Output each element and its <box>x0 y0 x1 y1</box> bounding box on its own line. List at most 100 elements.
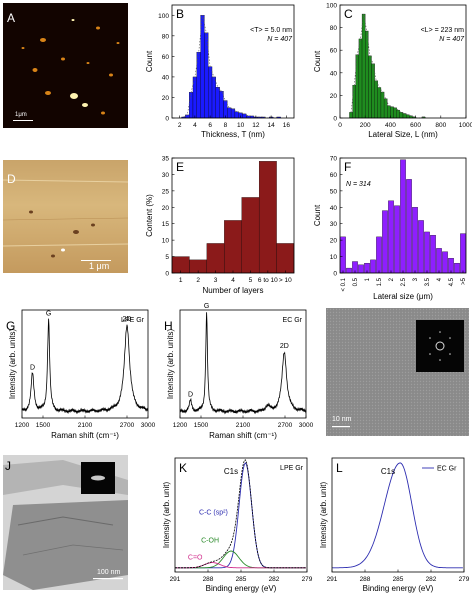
x-tick-label: 279 <box>302 576 313 583</box>
y-tick-label: 60 <box>330 172 338 179</box>
y-tick-label: 70 <box>330 156 338 163</box>
tem-image-j: J 100 nm <box>3 455 128 590</box>
x-tick-label: 1500 <box>194 422 209 429</box>
x-tick-label: 0 <box>338 122 342 129</box>
histogram-bar <box>230 108 236 119</box>
y-tick-label: 10 <box>162 238 170 245</box>
peak-label: G <box>46 311 51 318</box>
y-tick-label: 15 <box>162 221 170 228</box>
histogram-bar <box>234 111 239 119</box>
panel-label: H <box>164 319 173 333</box>
x-tick-label: 1000 <box>459 122 472 129</box>
category-bar <box>394 205 400 274</box>
histogram-bar <box>349 112 353 119</box>
x-axis-label: Thickness, T (nm) <box>201 130 265 139</box>
plot-frame <box>171 4 295 119</box>
y-tick-label: 10 <box>330 254 338 261</box>
xps-envelope <box>175 459 306 569</box>
y-tick-label: 0 <box>165 271 169 278</box>
x-tick-label: 4 <box>231 277 235 284</box>
x-tick-label: > 10 <box>279 277 292 284</box>
x-tick-label: 2700 <box>120 422 135 429</box>
histogram-bar <box>352 85 356 119</box>
x-axis-label: Binding energy (eV) <box>363 584 434 593</box>
y-tick-label: 30 <box>330 221 338 228</box>
x-tick-label: 4 <box>193 122 197 129</box>
y-tick-label: 60 <box>162 54 170 61</box>
y-axis-label: Intensity (arb. units) <box>166 329 175 400</box>
category-bar <box>400 159 406 274</box>
y-tick-label: 5 <box>165 254 169 261</box>
category-bar <box>430 235 436 274</box>
y-axis-label: Count <box>313 50 322 72</box>
y-tick-label: 20 <box>330 93 338 100</box>
x-tick-label: 285 <box>393 576 404 583</box>
histogram-bar <box>390 106 394 119</box>
x-axis-label: Raman shift (cm⁻¹) <box>209 431 277 440</box>
category-bar <box>206 243 225 274</box>
category-bar <box>436 248 442 274</box>
afm-flakes-a <box>13 19 120 121</box>
x-tick-label: 3 <box>214 277 218 284</box>
chart-b: B 0 20 40 60 80 100 2 4 6 8 10 12 14 16 Count Thickness,… <box>145 4 295 139</box>
x-tick-label: 2700 <box>278 422 293 429</box>
tem-image-i: I 10 nm <box>326 308 469 436</box>
afm-image-a: A 1μm <box>3 3 128 128</box>
x-tick-label: 1200 <box>173 422 188 429</box>
peak-label: G <box>204 303 209 310</box>
category-bar <box>460 233 466 274</box>
x-tick-label: 1200 <box>15 422 30 429</box>
legend-label: LPE Gr <box>121 317 145 324</box>
scalebar-i: 10 nm <box>332 416 352 423</box>
x-tick-label: 400 <box>385 122 396 129</box>
peak-label: D <box>30 365 35 372</box>
chart-h: D G 2D H 1200 1500 2100 2700 3000 Intensity (arb.… <box>164 303 314 440</box>
x-tick-label: 282 <box>269 576 280 583</box>
y-tick-label: 60 <box>330 48 338 55</box>
x-tick-label: 291 <box>327 576 338 583</box>
histogram-bar <box>211 76 216 119</box>
x-tick-label: >5 <box>461 277 467 285</box>
category-bar <box>346 267 352 274</box>
plot-frame <box>339 4 467 119</box>
histogram-bar <box>219 91 224 119</box>
y-tick-label: 40 <box>330 70 338 77</box>
component-label: C=O <box>188 554 203 561</box>
xps-spectrum <box>332 462 463 569</box>
histogram-bar <box>387 105 391 119</box>
x-axis-label: Raman shift (cm⁻¹) <box>51 431 119 440</box>
panel-label: C <box>344 7 353 21</box>
y-axis-label: Intensity (arb. unit) <box>319 482 328 549</box>
xps-component-curve <box>175 462 306 569</box>
y-tick-label: 40 <box>330 205 338 212</box>
x-tick-label: 12 <box>252 122 260 129</box>
legend-label: EC Gr <box>283 317 303 324</box>
category-bar <box>388 200 394 274</box>
histogram-bar <box>185 114 190 119</box>
x-tick-label: 1500 <box>36 422 51 429</box>
panel-label: F <box>344 160 351 174</box>
chart-g: D G 2D G 1200 1500 2100 2700 3000 Intensity (arb.… <box>6 309 156 440</box>
histogram-bar <box>380 91 385 119</box>
chart-e: E 0 5 10 15 20 25 30 35 1 2 3 4 5 6 to 10 > 10 Content (… <box>145 156 295 295</box>
annotation-count: N = 314 <box>346 181 371 188</box>
panel-label: L <box>336 461 343 475</box>
y-tick-label: 0 <box>333 116 337 123</box>
x-tick-label: 6 <box>208 122 212 129</box>
y-tick-label: 20 <box>162 205 170 212</box>
y-tick-label: 50 <box>330 188 338 195</box>
category-bar <box>382 210 388 274</box>
category-bar <box>358 264 364 274</box>
y-axis-label: Count <box>145 50 154 72</box>
histogram-bar <box>368 55 372 119</box>
scalebar-j: 100 nm <box>97 569 121 576</box>
y-axis-label: Content (%) <box>145 194 154 237</box>
annotation-count: N = 407 <box>267 36 293 43</box>
y-tick-label: 80 <box>162 33 170 40</box>
category-bar <box>370 259 376 274</box>
y-tick-label: 20 <box>330 238 338 245</box>
spectrum-title: C1s <box>224 467 238 476</box>
x-tick-label: 8 <box>224 122 228 129</box>
x-tick-label: < 0.1 <box>341 277 347 291</box>
scalebar-a: 1μm <box>15 112 27 118</box>
